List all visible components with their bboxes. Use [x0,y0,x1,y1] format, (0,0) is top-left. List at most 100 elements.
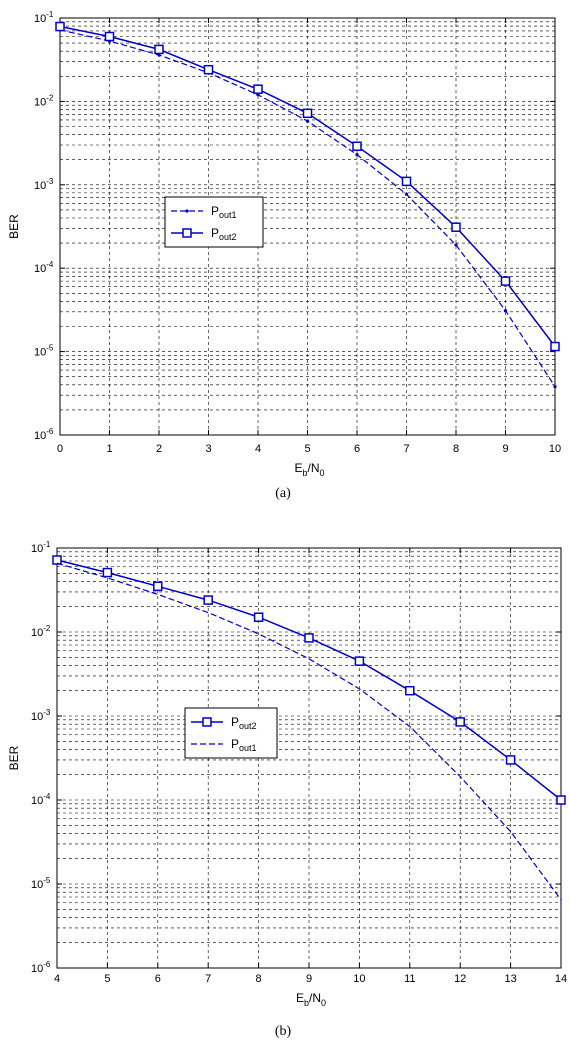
x-tick-label: 6 [155,973,161,985]
data-point-out1 [256,93,260,97]
x-axis-label-sub2: 0 [321,998,326,1008]
legend-label-sub: out1 [219,210,237,220]
x-tick-label: 7 [403,443,409,455]
legend: Pout1 Pout2 [164,196,264,248]
data-point-out2 [154,44,164,55]
x-tick-label: 9 [306,973,312,985]
x-tick-label: 13 [504,973,516,985]
y-tick-base: 10 [31,711,43,723]
y-tick-label: 10-2 [31,624,51,639]
data-point-out2 [401,176,412,187]
figure-caption: (a) [275,486,291,501]
y-tick-base: 10 [34,180,46,192]
y-tick-label: 10-6 [31,960,51,975]
data-point-out2 [556,795,566,805]
plot-background [60,18,555,435]
x-tick-label: 1 [106,443,112,455]
x-tick-label: 9 [502,443,508,455]
y-tick-base: 10 [34,13,46,25]
legend-label-out1: Pout1 [231,737,257,753]
data-point-out2 [302,108,313,119]
x-axis-label-sub: b [302,468,307,478]
legend-box [184,707,278,759]
x-tick-label: 4 [255,443,261,455]
y-tick-label: 10-4 [34,260,54,275]
x-tick-label: 4 [54,973,60,985]
y-axis-label: BER [7,745,21,770]
y-tick-base: 10 [31,627,43,639]
plot-area [52,547,566,969]
legend-label-sub: out2 [239,721,257,731]
data-point-out2 [354,656,365,666]
y-tick-exponent: -3 [46,177,54,186]
x-axis-label: Eb/N0 [296,991,326,1008]
y-tick-base: 10 [34,263,46,275]
y-tick-base: 10 [31,963,43,975]
legend-label-sub: out2 [219,232,237,242]
data-point-out2 [505,755,516,765]
x-tick-label: 0 [57,443,63,455]
legend-label-out2: Pout2 [231,715,257,731]
x-tick-label: 11 [404,973,415,985]
data-point-out1 [157,53,161,57]
x-tick-label: 12 [454,973,466,985]
x-tick-label: 6 [354,443,360,455]
chart-b: 4 5 6 7 8 9 10 11 12 13 1410-110-210-310-410-510-6… [7,540,567,1039]
data-point-out2 [451,222,461,232]
plot-area [55,17,560,436]
y-tick-exponent: -1 [43,540,51,549]
legend-marker-out1 [185,209,189,213]
data-point-out2 [405,685,415,696]
x-axis-label-main: E [296,991,304,1005]
legend-box [164,196,264,248]
x-axis-label-sub2: 0 [320,468,325,478]
data-point-out2 [203,595,213,605]
y-tick-base: 10 [31,795,43,807]
data-point-out1 [454,243,458,247]
data-point-out1 [305,119,310,123]
y-tick-exponent: -6 [46,427,54,436]
data-point-out2 [52,555,62,565]
x-tick-label: 7 [205,973,211,985]
y-tick-exponent: -6 [43,960,51,969]
x-axis-label-sub: b [304,998,309,1008]
data-point-out2 [102,567,113,578]
x-tick-label: 5 [104,973,110,985]
y-tick-base: 10 [34,96,46,108]
y-tick-exponent: -1 [46,10,54,19]
x-tick-label: 5 [304,443,310,455]
chart-a: 0 1 2 3 4 5 6 7 8 9 1010-110-210-310-410-510-6BERE… [7,10,561,501]
y-tick-exponent: -5 [43,876,51,885]
y-tick-label: 10-4 [31,792,51,807]
y-tick-base: 10 [31,543,43,555]
legend-label-main: P [231,737,239,751]
y-axis-label: BER [7,214,21,239]
x-axis-label: Eb/N0 [294,461,324,478]
y-tick-base: 10 [31,879,43,891]
y-tick-label: 10-2 [34,93,54,108]
x-tick-label: 10 [549,443,561,455]
y-tick-label: 10-1 [31,540,51,555]
y-tick-label: 10-3 [34,177,54,192]
legend-label-main: P [211,226,219,240]
y-tick-label: 10-3 [31,708,51,723]
y-tick-exponent: -3 [43,708,51,717]
figure-caption: (b) [275,1024,292,1039]
data-point-out2 [500,276,511,286]
data-point-out2 [550,341,560,352]
y-tick-label: 10-1 [34,10,54,25]
y-tick-label: 10-5 [31,876,51,891]
y-tick-base: 10 [34,430,46,442]
data-point-out1 [553,385,557,389]
legend-label-main: P [231,715,239,729]
y-tick-exponent: -5 [46,344,54,353]
data-point-out1 [503,309,508,313]
data-point-out2 [352,141,362,151]
data-point-out1 [355,153,359,157]
y-tick-label: 10-5 [34,344,54,359]
legend-label-out2: Pout2 [211,226,237,242]
data-point-out2 [153,581,163,592]
legend-label-sub: out1 [239,743,257,753]
x-axis-label-mid: /N [309,991,321,1005]
